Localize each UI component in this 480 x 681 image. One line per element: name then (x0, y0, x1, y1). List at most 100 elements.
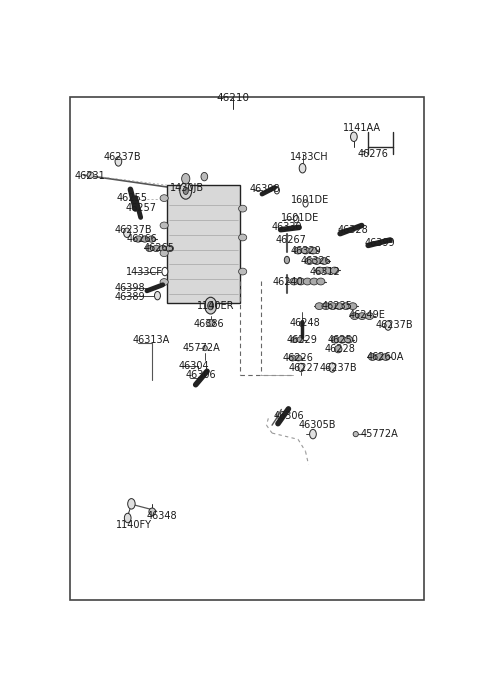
Text: 1140ER: 1140ER (197, 300, 234, 311)
Text: 46237B: 46237B (320, 362, 357, 373)
Text: 46231: 46231 (75, 171, 106, 181)
Circle shape (329, 363, 336, 373)
Text: 46227: 46227 (289, 362, 320, 373)
Ellipse shape (303, 278, 312, 285)
Circle shape (208, 302, 214, 310)
Circle shape (385, 321, 392, 330)
Ellipse shape (342, 303, 350, 310)
Circle shape (128, 498, 135, 509)
Ellipse shape (335, 345, 342, 353)
Text: 45772A: 45772A (183, 343, 220, 353)
Ellipse shape (153, 245, 160, 251)
Text: 46398: 46398 (115, 283, 146, 293)
Ellipse shape (181, 174, 190, 184)
Ellipse shape (358, 313, 366, 319)
Text: 46329: 46329 (290, 246, 322, 255)
Text: 46312: 46312 (310, 266, 341, 276)
Ellipse shape (315, 267, 324, 274)
Ellipse shape (375, 353, 383, 360)
Circle shape (350, 132, 357, 142)
Ellipse shape (290, 278, 298, 285)
Ellipse shape (348, 303, 357, 310)
Ellipse shape (146, 245, 154, 251)
Text: 46306: 46306 (186, 370, 216, 381)
Ellipse shape (320, 257, 328, 264)
Text: 1433CF: 1433CF (126, 266, 163, 276)
Ellipse shape (201, 172, 208, 181)
Text: 46306: 46306 (274, 411, 304, 422)
Ellipse shape (239, 205, 247, 212)
Text: 46237B: 46237B (104, 153, 142, 162)
Ellipse shape (365, 313, 373, 319)
Circle shape (299, 163, 306, 173)
Ellipse shape (134, 236, 142, 242)
Ellipse shape (323, 267, 331, 274)
Text: 46267: 46267 (276, 235, 307, 245)
Circle shape (180, 183, 192, 199)
Text: 46240: 46240 (273, 277, 303, 287)
Circle shape (155, 291, 160, 300)
Text: 46313A: 46313A (133, 334, 170, 345)
Ellipse shape (294, 247, 302, 254)
Circle shape (115, 157, 122, 166)
Text: 46328: 46328 (337, 225, 368, 235)
Text: 1601DE: 1601DE (290, 195, 329, 205)
Circle shape (162, 268, 168, 276)
Ellipse shape (315, 303, 324, 310)
Text: 46248: 46248 (290, 319, 321, 328)
Text: 46326: 46326 (301, 256, 332, 266)
Circle shape (298, 363, 304, 372)
Ellipse shape (148, 236, 155, 242)
Ellipse shape (353, 432, 359, 437)
Ellipse shape (329, 303, 337, 310)
Ellipse shape (159, 245, 167, 251)
Circle shape (274, 187, 279, 194)
Text: 46386: 46386 (194, 319, 225, 329)
Ellipse shape (368, 353, 377, 360)
Ellipse shape (317, 278, 325, 285)
Text: 46276: 46276 (358, 149, 388, 159)
Ellipse shape (206, 319, 215, 326)
Text: 46348: 46348 (146, 511, 177, 521)
Text: 46330: 46330 (271, 223, 302, 232)
Text: 1141AA: 1141AA (343, 123, 381, 133)
Text: 46304: 46304 (178, 361, 209, 371)
Ellipse shape (330, 267, 338, 274)
Ellipse shape (149, 508, 156, 516)
Text: 46398: 46398 (250, 185, 280, 194)
Text: 45772A: 45772A (360, 429, 398, 439)
Circle shape (124, 228, 130, 238)
Bar (167, 185, 240, 303)
Text: 46229: 46229 (286, 334, 317, 345)
Text: 1140FY: 1140FY (116, 520, 152, 530)
Ellipse shape (239, 234, 247, 241)
Ellipse shape (338, 336, 346, 343)
Circle shape (310, 430, 316, 439)
Ellipse shape (345, 336, 353, 343)
Ellipse shape (297, 278, 305, 285)
Text: 46210: 46210 (216, 93, 250, 104)
Ellipse shape (305, 257, 313, 264)
Text: 46226: 46226 (282, 353, 313, 363)
Text: 46265: 46265 (144, 244, 175, 253)
Text: 46399: 46399 (365, 238, 396, 248)
Text: 1601DE: 1601DE (281, 213, 319, 223)
Ellipse shape (160, 222, 168, 229)
Ellipse shape (309, 247, 317, 254)
Text: 46260A: 46260A (367, 352, 404, 362)
Circle shape (124, 513, 131, 523)
Ellipse shape (301, 247, 310, 254)
Text: 46249E: 46249E (348, 310, 385, 319)
Text: 46235: 46235 (321, 300, 352, 311)
Text: 46237B: 46237B (115, 225, 153, 235)
Text: 46305B: 46305B (298, 420, 336, 430)
Text: 46250: 46250 (328, 334, 359, 345)
Ellipse shape (335, 303, 344, 310)
Ellipse shape (382, 353, 390, 360)
Text: 46255: 46255 (117, 193, 147, 203)
Ellipse shape (312, 257, 321, 264)
Text: 46237B: 46237B (375, 320, 413, 330)
Circle shape (183, 187, 188, 195)
Text: 46389: 46389 (115, 291, 146, 302)
Ellipse shape (310, 278, 318, 285)
